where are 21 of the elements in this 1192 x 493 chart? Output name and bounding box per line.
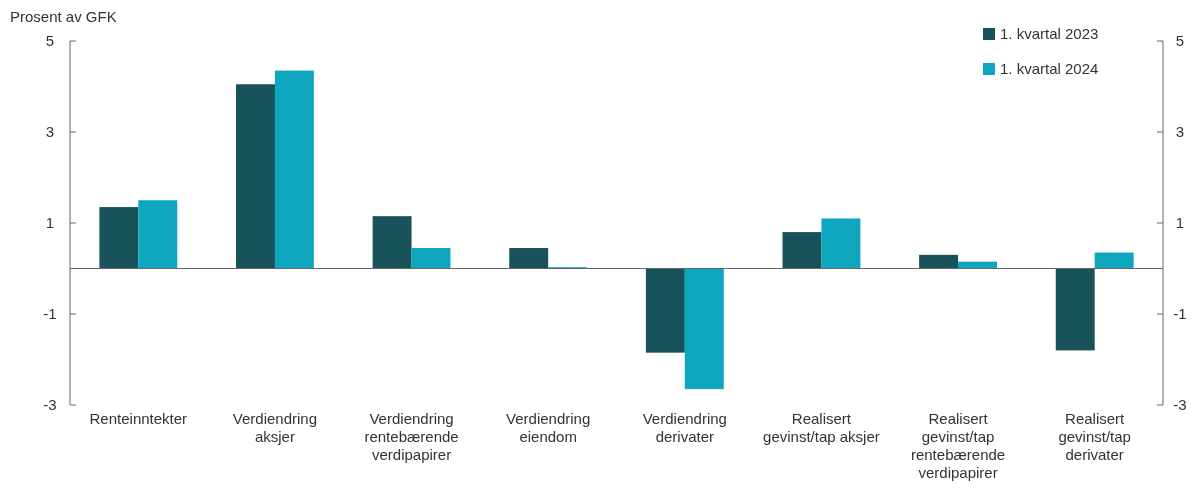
y-tick-label: 5	[45, 32, 55, 50]
x-tick-label: Realisert gevinst/tap rentebærende verdipapirer	[910, 410, 1006, 481]
y2-tick-label: 3	[1175, 123, 1185, 141]
y-tick-label: -1	[43, 305, 57, 323]
y2-tick-label: -1	[1173, 305, 1187, 323]
x-tick-label: Realisert gevinst/tap derivater	[1058, 410, 1131, 463]
x-tick-label: Verdiendring aksjer	[232, 410, 318, 445]
y-tick-label: 1	[45, 214, 55, 232]
y2-tick-label: 1	[1175, 214, 1185, 232]
x-tick-label: Verdiendring derivater	[642, 410, 727, 445]
y-tick-label: -3	[43, 396, 57, 414]
x-tick-label: Realisert gevinst/tap aksjer	[763, 410, 880, 445]
y2-tick-label: -3	[1173, 396, 1187, 414]
y-axis-title: Prosent av GFK	[10, 8, 117, 25]
legend-label: 1. kvartal 2023	[1000, 25, 1099, 42]
x-tick-label: Verdiendring eiendom	[506, 410, 591, 445]
x-tick-label: Verdiendring rentebærende verdipapirer	[364, 410, 459, 463]
y2-tick-label: 5	[1175, 32, 1185, 50]
x-tick-label: Renteinntekter	[89, 410, 188, 427]
legend-label: 1. kvartal 2024	[1000, 60, 1099, 77]
y-tick-label: 3	[45, 123, 55, 141]
